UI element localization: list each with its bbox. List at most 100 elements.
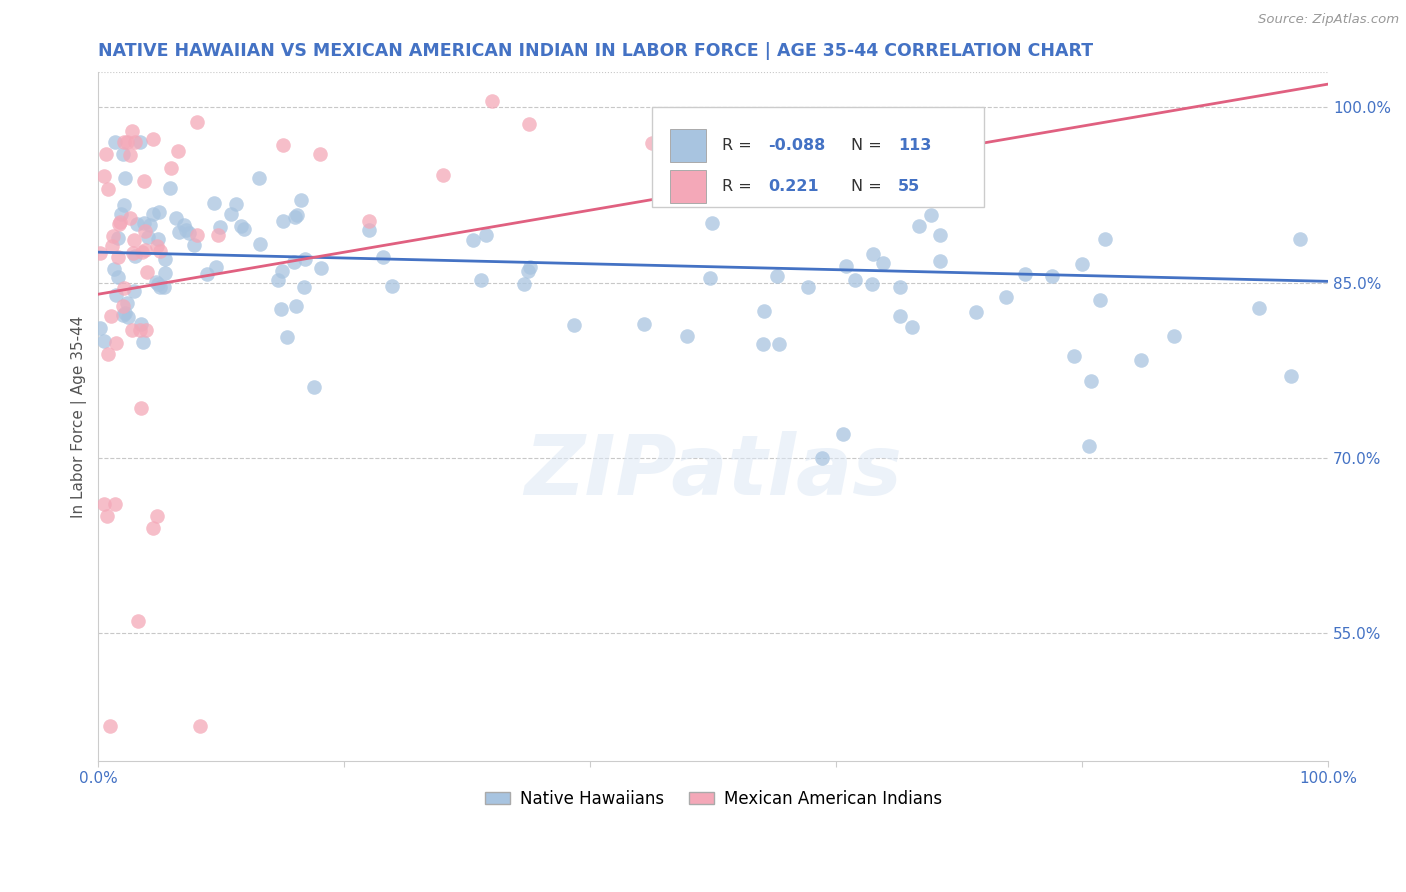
Point: [381, 278, 404, 293]
Point: [271, 213, 294, 227]
Point: [752, 303, 775, 318]
Point: [128, 136, 150, 150]
Point: [101, 229, 124, 244]
Point: [142, 521, 165, 535]
Point: [110, 207, 132, 221]
Point: [134, 243, 156, 257]
Point: [1040, 268, 1063, 283]
Point: [131, 334, 153, 349]
Text: 113: 113: [897, 138, 931, 153]
Point: [186, 227, 208, 242]
Point: [676, 328, 699, 343]
Point: [173, 218, 195, 232]
Point: [122, 246, 145, 260]
Point: [209, 219, 232, 234]
Point: [294, 252, 316, 267]
Point: [114, 171, 136, 186]
Point: [103, 497, 125, 511]
Point: [165, 211, 187, 225]
Point: [1279, 368, 1302, 383]
Point: [247, 170, 270, 185]
Point: [104, 136, 127, 150]
FancyBboxPatch shape: [671, 129, 706, 162]
Point: [122, 284, 145, 298]
Point: [772, 186, 794, 200]
Point: [131, 317, 153, 331]
Point: [100, 309, 122, 323]
Point: [765, 269, 787, 284]
Point: [889, 309, 911, 323]
Point: [205, 260, 228, 274]
Point: [114, 306, 136, 320]
Point: [432, 169, 454, 183]
Point: [89, 321, 111, 335]
Point: [290, 193, 312, 207]
Point: [965, 305, 987, 319]
Point: [641, 136, 664, 150]
Point: [142, 132, 165, 146]
Text: Source: ZipAtlas.com: Source: ZipAtlas.com: [1258, 13, 1399, 27]
Point: [155, 252, 177, 266]
Point: [219, 207, 242, 221]
Point: [860, 277, 883, 291]
Y-axis label: In Labor Force | Age 35-44: In Labor Force | Age 35-44: [72, 316, 87, 518]
Point: [699, 270, 721, 285]
Point: [166, 144, 188, 158]
Text: -0.088: -0.088: [769, 138, 825, 153]
Point: [186, 115, 208, 129]
Point: [93, 334, 115, 349]
Point: [112, 197, 135, 211]
Point: [174, 223, 197, 237]
Point: [1129, 352, 1152, 367]
Point: [122, 233, 145, 247]
Point: [995, 290, 1018, 304]
Text: NATIVE HAWAIIAN VS MEXICAN AMERICAN INDIAN IN LABOR FORCE | AGE 35-44 CORRELATIO: NATIVE HAWAIIAN VS MEXICAN AMERICAN INDI…: [98, 42, 1094, 60]
Point: [270, 301, 292, 316]
Point: [111, 309, 134, 323]
Point: [183, 238, 205, 252]
Text: R =: R =: [721, 179, 756, 194]
Text: ZIPatlas: ZIPatlas: [524, 432, 903, 512]
Point: [93, 497, 115, 511]
Point: [900, 320, 922, 334]
Point: [768, 336, 790, 351]
Point: [101, 239, 124, 253]
Point: [633, 317, 655, 331]
Point: [1288, 232, 1310, 246]
Point: [702, 143, 724, 157]
Point: [96, 147, 118, 161]
Point: [516, 264, 538, 278]
Point: [129, 401, 152, 415]
Point: [142, 207, 165, 221]
Point: [233, 221, 256, 235]
Point: [835, 260, 858, 274]
Point: [928, 253, 950, 268]
Point: [481, 94, 503, 108]
Legend: Native Hawaiians, Mexican American Indians: Native Hawaiians, Mexican American India…: [478, 783, 949, 814]
Point: [112, 147, 135, 161]
Text: 55: 55: [897, 179, 920, 194]
Point: [121, 124, 143, 138]
Point: [308, 147, 330, 161]
Point: [115, 296, 138, 310]
Point: [124, 136, 146, 150]
Point: [134, 224, 156, 238]
Point: [1071, 257, 1094, 271]
Point: [797, 280, 820, 294]
Point: [167, 225, 190, 239]
Point: [202, 195, 225, 210]
Point: [810, 450, 832, 465]
Point: [1063, 349, 1085, 363]
Point: [862, 247, 884, 261]
Point: [97, 347, 120, 361]
Point: [225, 197, 247, 211]
Point: [309, 261, 332, 276]
Point: [145, 239, 167, 253]
Point: [124, 248, 146, 262]
Point: [889, 280, 911, 294]
Point: [920, 209, 942, 223]
Point: [129, 323, 152, 337]
Point: [98, 719, 121, 733]
Point: [107, 269, 129, 284]
Point: [1094, 232, 1116, 246]
